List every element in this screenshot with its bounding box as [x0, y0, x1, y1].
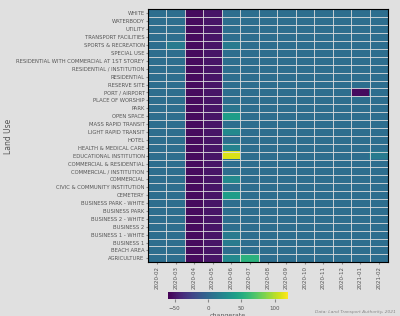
X-axis label: Month: Month [256, 292, 280, 301]
Text: Data: Land Transport Authority, 2021: Data: Land Transport Authority, 2021 [315, 310, 396, 314]
Y-axis label: Land Use: Land Use [4, 118, 14, 154]
X-axis label: changerate: changerate [210, 313, 246, 316]
